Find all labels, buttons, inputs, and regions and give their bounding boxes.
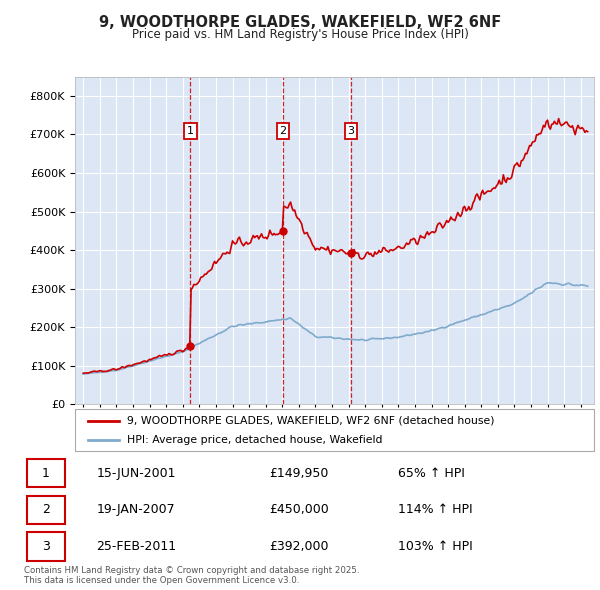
Text: 2: 2	[42, 503, 50, 516]
Text: 9, WOODTHORPE GLADES, WAKEFIELD, WF2 6NF (detached house): 9, WOODTHORPE GLADES, WAKEFIELD, WF2 6NF…	[127, 416, 494, 426]
Text: 65% ↑ HPI: 65% ↑ HPI	[398, 467, 465, 480]
Text: 9, WOODTHORPE GLADES, WAKEFIELD, WF2 6NF: 9, WOODTHORPE GLADES, WAKEFIELD, WF2 6NF	[99, 15, 501, 30]
Text: 15-JUN-2001: 15-JUN-2001	[97, 467, 176, 480]
Text: 3: 3	[347, 126, 355, 136]
Text: £450,000: £450,000	[269, 503, 329, 516]
Text: 1: 1	[187, 126, 194, 136]
FancyBboxPatch shape	[27, 459, 65, 487]
Text: 2: 2	[280, 126, 287, 136]
Text: 1: 1	[42, 467, 50, 480]
Text: 3: 3	[42, 540, 50, 553]
FancyBboxPatch shape	[27, 496, 65, 524]
Text: HPI: Average price, detached house, Wakefield: HPI: Average price, detached house, Wake…	[127, 435, 382, 445]
Text: 103% ↑ HPI: 103% ↑ HPI	[398, 540, 473, 553]
Text: 19-JAN-2007: 19-JAN-2007	[97, 503, 175, 516]
FancyBboxPatch shape	[27, 532, 65, 560]
Text: 114% ↑ HPI: 114% ↑ HPI	[398, 503, 472, 516]
Text: 25-FEB-2011: 25-FEB-2011	[97, 540, 176, 553]
FancyBboxPatch shape	[75, 409, 594, 451]
Text: £392,000: £392,000	[269, 540, 329, 553]
Text: Contains HM Land Registry data © Crown copyright and database right 2025.
This d: Contains HM Land Registry data © Crown c…	[24, 566, 359, 585]
Text: £149,950: £149,950	[269, 467, 329, 480]
Text: Price paid vs. HM Land Registry's House Price Index (HPI): Price paid vs. HM Land Registry's House …	[131, 28, 469, 41]
